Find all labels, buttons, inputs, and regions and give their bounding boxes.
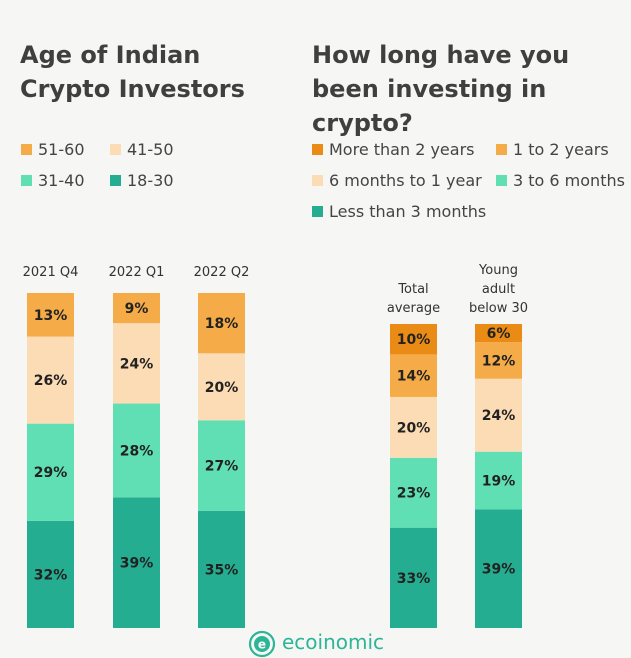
legend-item-31-40: 31-40 xyxy=(21,171,85,190)
legend-label: Less than 3 months xyxy=(329,202,487,221)
legend-swatch xyxy=(312,175,323,186)
legend-swatch xyxy=(110,144,121,155)
data-label-2022-q1-51-60: 9% xyxy=(125,301,149,317)
legend-label: 18-30 xyxy=(127,171,174,190)
data-label-young-adult-below-30-less-than-3-months: 39% xyxy=(482,562,516,578)
legend-swatch xyxy=(110,175,121,186)
legend-label: More than 2 years xyxy=(329,140,475,159)
legend-swatch xyxy=(496,144,507,155)
bar-segment-2022-q2-41-50 xyxy=(198,353,245,421)
data-label-young-adult-below-30-6-months-to-1-year: 24% xyxy=(482,408,516,424)
bar-segment-2022-q1-51-60 xyxy=(113,293,160,324)
bar-segment-young-adult-below-30-less-than-3-months xyxy=(475,509,522,628)
data-label-total-average-3-to-6-months: 23% xyxy=(397,486,431,502)
data-label-total-average-less-than-3-months: 33% xyxy=(397,571,431,587)
legend-item-1-to-2-years: 1 to 2 years xyxy=(496,140,609,159)
brand-name: ecoinomic xyxy=(282,630,385,654)
bar-segment-2021-q4-51-60 xyxy=(27,293,74,337)
duration-chart-title: How long have you been investing in cryp… xyxy=(312,41,570,137)
legend-item-6-months-to-1-year: 6 months to 1 year xyxy=(312,171,482,190)
age-chart-title: Age of Indian Crypto Investors xyxy=(20,41,245,103)
bar-segment-2022-q2-18-30 xyxy=(198,510,245,628)
bar-segment-2022-q2-51-60 xyxy=(198,293,245,354)
data-label-2021-q4-18-30: 32% xyxy=(34,567,68,583)
data-label-2022-q1-41-50: 24% xyxy=(120,356,154,372)
bar-segment-2021-q4-41-50 xyxy=(27,336,74,424)
bar-segment-total-average-6-months-to-1-year xyxy=(390,396,437,458)
svg-text:e: e xyxy=(258,638,266,652)
bar-segment-young-adult-below-30-3-to-6-months xyxy=(475,451,522,510)
legend-swatch xyxy=(496,175,507,186)
ecoinomic-logo-icon: e xyxy=(248,630,276,658)
data-label-total-average-more-than-2-years: 10% xyxy=(397,332,431,348)
legend-label: 3 to 6 months xyxy=(513,171,625,190)
data-label-2022-q1-18-30: 39% xyxy=(120,556,154,572)
legend-label: 1 to 2 years xyxy=(513,140,609,159)
bar-segment-2022-q1-41-50 xyxy=(113,323,160,404)
category-label-2022-q2: 2022 Q2 xyxy=(193,265,250,280)
legend-item-more-than-2-years: More than 2 years xyxy=(312,140,475,159)
category-label-2021-q4: 2021 Q4 xyxy=(22,265,79,280)
bar-segment-young-adult-below-30-1-to-2-years xyxy=(475,342,522,379)
legend-item-less-than-3-months: Less than 3 months xyxy=(312,202,486,221)
bar-segment-2021-q4-31-40 xyxy=(27,423,74,521)
bar-segment-young-adult-below-30-6-months-to-1-year xyxy=(475,378,522,452)
data-label-2022-q2-51-60: 18% xyxy=(205,316,239,332)
legend-label: 41-50 xyxy=(127,140,174,159)
bar-segment-total-average-3-to-6-months xyxy=(390,457,437,528)
bar-segment-total-average-more-than-2-years xyxy=(390,324,437,355)
bar-segment-2022-q1-18-30 xyxy=(113,497,160,628)
category-label-total-average: Total average xyxy=(386,282,441,316)
legend-label: 31-40 xyxy=(38,171,85,190)
legend-label: 51-60 xyxy=(38,140,85,159)
legend-swatch xyxy=(21,144,32,155)
data-label-total-average-1-to-2-years: 14% xyxy=(397,369,431,385)
data-label-2021-q4-31-40: 29% xyxy=(34,465,68,481)
legend-item-3-to-6-months: 3 to 6 months xyxy=(496,171,625,190)
category-label-young-adult-below-30: Young adult below 30 xyxy=(468,263,529,316)
legend-label: 6 months to 1 year xyxy=(329,171,482,190)
data-label-2022-q2-41-50: 20% xyxy=(205,380,239,396)
data-label-young-adult-below-30-more-than-2-years: 6% xyxy=(487,326,511,342)
data-label-young-adult-below-30-1-to-2-years: 12% xyxy=(482,353,516,369)
legend-item-41-50: 41-50 xyxy=(110,140,174,159)
legend-item-18-30: 18-30 xyxy=(110,171,174,190)
bar-segment-2022-q2-31-40 xyxy=(198,420,245,511)
data-label-young-adult-below-30-3-to-6-months: 19% xyxy=(482,474,516,490)
data-label-2022-q2-18-30: 35% xyxy=(205,562,239,578)
data-label-2021-q4-41-50: 26% xyxy=(34,373,68,389)
data-label-2022-q1-31-40: 28% xyxy=(120,443,154,459)
category-label-2022-q1: 2022 Q1 xyxy=(108,265,165,280)
data-label-total-average-6-months-to-1-year: 20% xyxy=(397,420,431,436)
bar-segment-2021-q4-18-30 xyxy=(27,520,74,628)
bar-segment-total-average-1-to-2-years xyxy=(390,354,437,397)
legend-swatch xyxy=(21,175,32,186)
legend-swatch xyxy=(312,206,323,217)
data-label-2022-q2-31-40: 27% xyxy=(205,459,239,475)
data-label-2021-q4-51-60: 13% xyxy=(34,308,68,324)
bar-segment-2022-q1-31-40 xyxy=(113,403,160,498)
bar-segment-total-average-less-than-3-months xyxy=(390,527,437,628)
legend-item-51-60: 51-60 xyxy=(21,140,85,159)
legend-swatch xyxy=(312,144,323,155)
bar-segment-young-adult-below-30-more-than-2-years xyxy=(475,324,522,343)
